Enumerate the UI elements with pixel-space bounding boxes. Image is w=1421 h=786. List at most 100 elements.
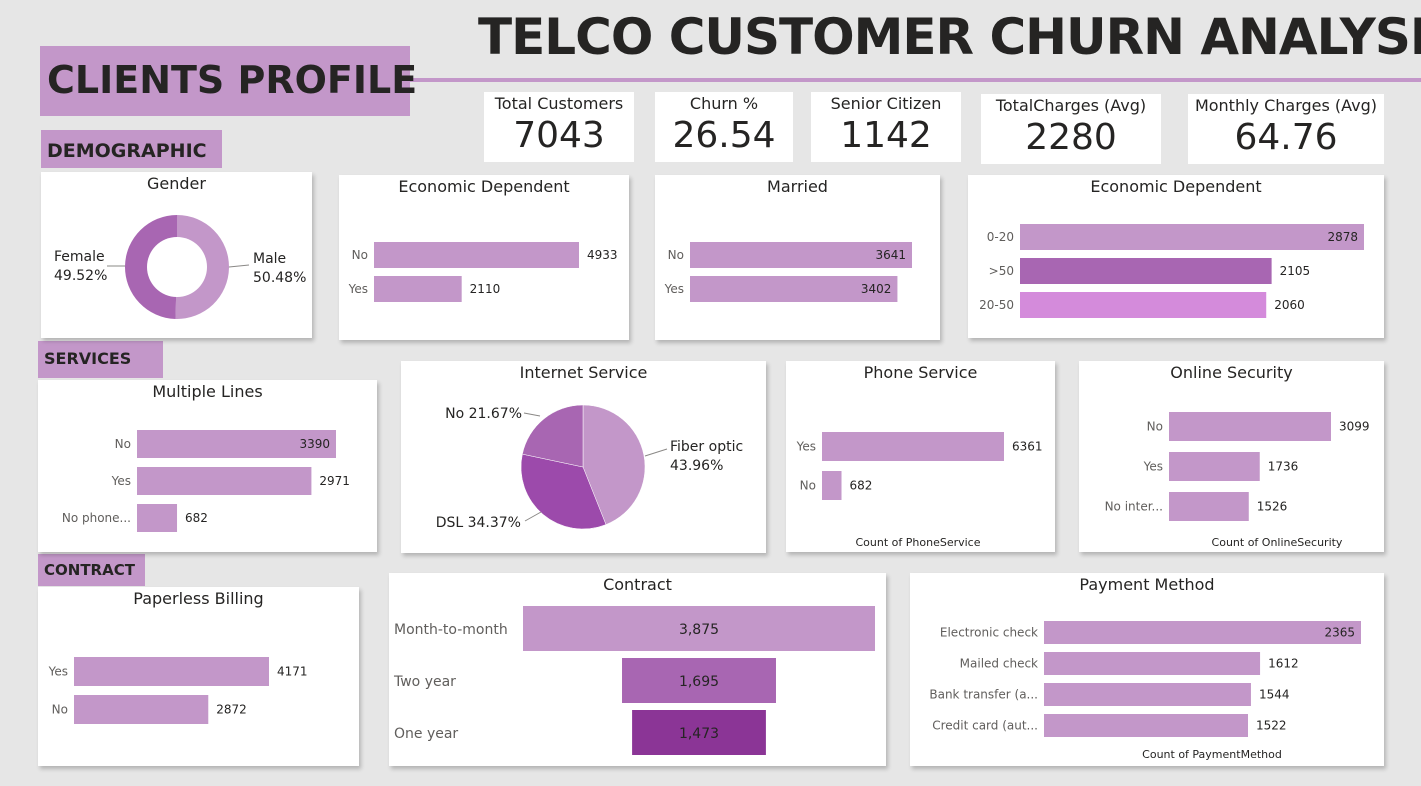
bar [1020,292,1267,318]
funnel-bar [632,710,766,755]
data-label: Male [253,251,286,267]
data-label: 1736 [1268,460,1299,474]
category-label: Yes [796,440,816,454]
chart-title: Married [767,177,828,196]
contract-card[interactable]: Contract 3,875 Month-to-month 1,695 Two yea… [389,573,886,766]
data-label: 1522 [1256,719,1287,733]
category-label: No [115,437,131,451]
section-contract: CONTRACT [38,554,145,586]
chart-title: Contract [603,575,672,594]
dependents-bar-chart: No 4933 Yes 2110 [348,242,618,302]
bar [1044,652,1261,675]
bar [137,467,312,495]
dependents-card[interactable]: Economic Dependent No 4933 Yes 2110 [339,175,629,340]
chart-title: Paperless Billing [133,589,264,608]
chart-title: Economic Dependent [1090,177,1262,196]
online-security-bar-chart: No 3099 Yes 1736 No inter... 1526 Count of Onl… [1105,412,1370,549]
data-label: 1612 [1268,657,1299,671]
kpi-label: Senior Citizen [830,94,942,113]
multiple-lines-card[interactable]: Multiple Lines No 3390 Yes 2971 No phone... 6… [38,380,377,552]
data-label: 2365 [1324,626,1355,640]
kpi-churn[interactable]: Churn % 26.54 [655,92,793,162]
bar [1044,683,1251,706]
married-bar-chart: No 3641 Yes 3402 [664,242,912,302]
kpi-value: 2280 [1025,117,1117,158]
kpi-total-customers[interactable]: Total Customers 7043 [484,92,634,162]
category-label: No [352,248,368,262]
bar [1020,224,1364,250]
category-label: No phone... [62,511,131,525]
data-label: 2872 [216,703,247,717]
multiple-lines-bar-chart: No 3390 Yes 2971 No phone... 682 [62,430,350,532]
category-label: Yes [48,665,68,679]
category-label: Month-to-month [394,622,508,638]
category-label: Yes [664,282,684,296]
kpi-value: 7043 [513,115,605,156]
pie-slice [582,404,646,525]
phone-service-card[interactable]: Phone Service Yes 6361 No 682 Count of Phone… [786,361,1055,552]
category-label: No [800,479,816,493]
payment-method-bar-chart: Electronic check 2365 Mailed check 1612 Bank… [929,621,1361,761]
internet-service-card[interactable]: Internet Service Fiber optic 43.96% DSL 34… [401,361,766,553]
chart-title: Economic Dependent [398,177,570,196]
leader-line [228,264,250,268]
married-card[interactable]: Married No 3641 Yes 3402 [655,175,940,340]
bar [1169,452,1260,481]
category-label: One year [394,726,458,742]
data-label: 49.52% [54,268,107,284]
data-label: 682 [185,511,208,525]
data-label: 50.48% [253,270,306,286]
leader-line [524,511,542,522]
chart-title: Internet Service [519,363,648,382]
kpi-monthly-charges[interactable]: Monthly Charges (Avg) 64.76 [1188,94,1384,164]
data-label: 2971 [319,474,350,488]
kpi-value: 64.76 [1234,117,1338,158]
gender-card[interactable]: Gender Female 49.52% Male 50.48% [41,172,312,338]
kpi-total-charges[interactable]: TotalCharges (Avg) 2280 [981,94,1161,164]
pie-slice [522,404,584,468]
category-label: Yes [1143,460,1163,474]
kpi-senior-citizen[interactable]: Senior Citizen 1142 [811,92,961,162]
data-label: 2110 [470,282,501,296]
kpi-label: Monthly Charges (Avg) [1194,96,1378,115]
kpi-value: 1142 [840,115,932,156]
bar [374,242,579,268]
bar [1044,714,1249,737]
data-label: 43.96% [670,458,723,474]
bar [1169,412,1331,441]
bar [822,432,1004,461]
payment-method-card[interactable]: Payment Method Electronic check 2365 Maile… [910,573,1384,766]
page-title: TELCO CUSTOMER CHURN ANALYSIS [478,8,1421,66]
data-label: 682 [850,479,873,493]
data-label: Female [54,249,105,265]
chart-title: Phone Service [863,363,978,382]
paperless-billing-card[interactable]: Paperless Billing Yes 4171 No 2872 [38,587,359,766]
x-axis-title: Count of OnlineSecurity [1212,536,1343,549]
internet-service-pie-chart: Fiber optic 43.96% DSL 34.37% No 21.67% [436,404,743,531]
x-axis-title: Count of PhoneService [856,536,981,549]
age-groups-card[interactable]: Economic Dependent 0-20 2878 >50 2105 20-50 2… [968,175,1384,338]
category-label: Yes [111,474,131,488]
bar [74,695,209,724]
section-demographic: DEMOGRAPHIC [41,130,222,168]
category-label: 20-50 [979,298,1014,312]
data-label: 2105 [1280,264,1311,278]
data-label: Fiber optic [670,439,743,455]
category-label: 0-20 [987,230,1014,244]
data-label: 2878 [1327,230,1358,244]
category-label: Credit card (aut... [932,719,1038,733]
data-label: 3402 [861,282,892,296]
bar [137,504,178,532]
data-label: 1526 [1257,500,1288,514]
title-divider [410,78,1421,82]
online-security-card[interactable]: Online Security No 3099 Yes 1736 No inter...… [1079,361,1384,552]
funnel-bar [523,606,875,651]
chart-title: Payment Method [1079,575,1215,594]
bar [1169,492,1249,521]
category-label: Yes [348,282,368,296]
leader-line [644,448,668,457]
data-label: 3,875 [679,622,719,638]
data-label: 2060 [1274,298,1305,312]
x-axis-title: Count of PaymentMethod [1142,748,1282,761]
section-services: SERVICES [38,341,163,378]
